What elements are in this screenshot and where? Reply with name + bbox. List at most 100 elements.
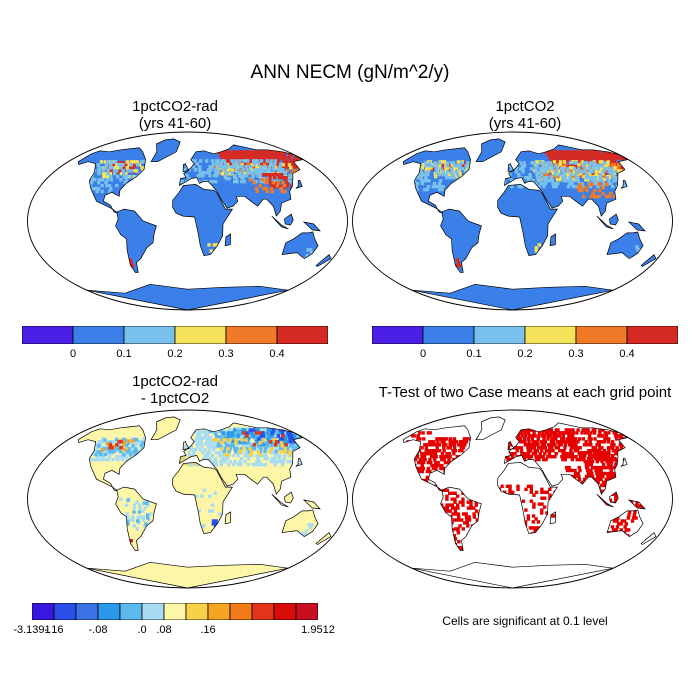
coastline-australia — [281, 509, 319, 538]
panel-title-ttest: T-Test of two Case means at each grid po… — [350, 384, 700, 401]
landmass-australia — [282, 231, 319, 259]
colorbar-tick-label: 0 — [69, 348, 77, 360]
coastline-madagascar — [224, 233, 231, 247]
coastline-antarctica — [86, 561, 289, 589]
colorbar-rad — [22, 326, 328, 344]
map-panel-ttest — [352, 409, 673, 589]
coastline-eurasia — [503, 144, 629, 217]
colorbar-swatch — [141, 603, 165, 620]
main-title: ANN NECM (gN/m^2/y) — [250, 62, 450, 83]
coastline-new-guinea — [302, 221, 321, 232]
coastline-australia — [606, 231, 644, 260]
coastline-greenland — [150, 416, 181, 441]
coastline-eurasia — [178, 144, 304, 217]
landmass-new-guinea — [303, 500, 320, 509]
coastline-africa — [172, 184, 234, 256]
landmass-new-guinea — [303, 222, 320, 231]
coastline-eurasia — [178, 422, 304, 495]
colorbar-swatch — [473, 326, 526, 344]
map-globe-outline — [352, 410, 673, 588]
map-border — [352, 409, 673, 589]
colorbar-swatch — [72, 326, 125, 344]
coastline-great-britain — [507, 441, 515, 451]
significance-note: Cells are significant at 0.1 level — [442, 614, 608, 628]
coastline-australia — [281, 231, 319, 260]
colorbar-swatch — [524, 326, 577, 344]
landmass-greenland — [151, 138, 181, 162]
coastline-north-america — [77, 425, 146, 492]
coastline-antarctica — [86, 283, 289, 311]
panel-title-difference: 1pctCO2-rad - 1pctCO2 — [25, 373, 325, 407]
panel-title-control: 1pctCO2 (yrs 41-60) — [375, 98, 675, 132]
colorbar-swatch — [32, 603, 55, 620]
panel-title-line: 1pctCO2-rad — [132, 373, 218, 390]
colorbar-tick-label: -3.1391 — [13, 624, 51, 636]
coastline-new-guinea — [627, 499, 646, 510]
coastline-australia — [606, 509, 644, 538]
landmass-antarctica — [86, 562, 289, 588]
landmass-australia — [282, 509, 319, 537]
coastline-new-zealand — [315, 532, 332, 545]
colorbar-swatch — [97, 603, 121, 620]
coastline-africa — [172, 462, 234, 534]
colorbar-swatch — [295, 603, 318, 620]
colorbar-swatch — [575, 326, 628, 344]
coastline-north-america — [77, 147, 146, 214]
coastline-new-guinea — [302, 499, 321, 510]
colorbar-swatch — [75, 603, 99, 620]
colorbar-swatch — [225, 326, 278, 344]
landmass-new-zealand — [641, 254, 656, 267]
map-border — [352, 131, 673, 311]
landmass-borneo — [609, 214, 619, 225]
landmass-africa — [172, 184, 233, 256]
landmass-south-america — [440, 209, 482, 273]
coastline-sumatra-java — [271, 215, 289, 230]
landmass-borneo — [284, 214, 294, 225]
colorbar-tick-label: -.08 — [88, 624, 108, 636]
map-border — [27, 131, 348, 311]
colorbar-tick-label: 0.3 — [218, 348, 234, 360]
colorbar-swatch — [174, 326, 227, 344]
coastline-japan — [620, 458, 628, 467]
coastline-great-britain — [507, 163, 515, 173]
coastline-madagascar — [549, 511, 556, 525]
coastline-sumatra-java — [596, 215, 614, 230]
colorbar-tick-label: .16 — [200, 624, 216, 636]
coastline-borneo — [609, 491, 619, 504]
coastline-north-america — [402, 147, 471, 214]
map-border — [27, 409, 348, 589]
colorbar-swatch — [626, 326, 678, 344]
colorbar-tick-label: 0.2 — [167, 348, 183, 360]
coastline-antarctica — [411, 283, 614, 311]
landmass-australia — [607, 231, 644, 259]
coastline-sumatra-java — [271, 493, 289, 508]
colorbar-tick-label: 0.4 — [269, 348, 285, 360]
panel-title-line: 1pctCO2-rad — [132, 98, 218, 115]
colorbar-control — [372, 326, 678, 344]
colorbar-swatch — [273, 603, 297, 620]
panel-title-rad: 1pctCO2-rad (yrs 41-60) — [25, 98, 325, 132]
coastline-borneo — [609, 213, 619, 226]
colorbar-swatch — [22, 326, 74, 344]
colorbar-tick-label: 0.3 — [568, 348, 584, 360]
panel-title-line: (yrs 41-60) — [488, 115, 562, 132]
colorbar-swatch — [276, 326, 328, 344]
map-panel-control — [352, 131, 673, 311]
colorbar-swatch — [422, 326, 475, 344]
coastline-greenland — [475, 416, 506, 441]
landmass-africa — [172, 462, 233, 534]
coastline-greenland — [150, 138, 181, 163]
colorbar-tick-label: 1.9512 — [301, 624, 335, 636]
colorbar-tick-label: -.16 — [44, 624, 64, 636]
colorbar-swatch — [123, 326, 176, 344]
panel-title-line: T-Test of two Case means at each grid po… — [378, 384, 672, 401]
coastline-greenland — [475, 138, 506, 163]
coastline-new-zealand — [640, 254, 657, 267]
coastline-madagascar — [549, 233, 556, 247]
panel-title-line: (yrs 41-60) — [138, 115, 212, 132]
landmass-south-america — [115, 209, 157, 273]
coastline-eurasia — [503, 422, 629, 495]
landmass-greenland — [151, 416, 181, 440]
colorbar-tick-label: .08 — [156, 624, 172, 636]
coastline-africa — [497, 462, 559, 534]
